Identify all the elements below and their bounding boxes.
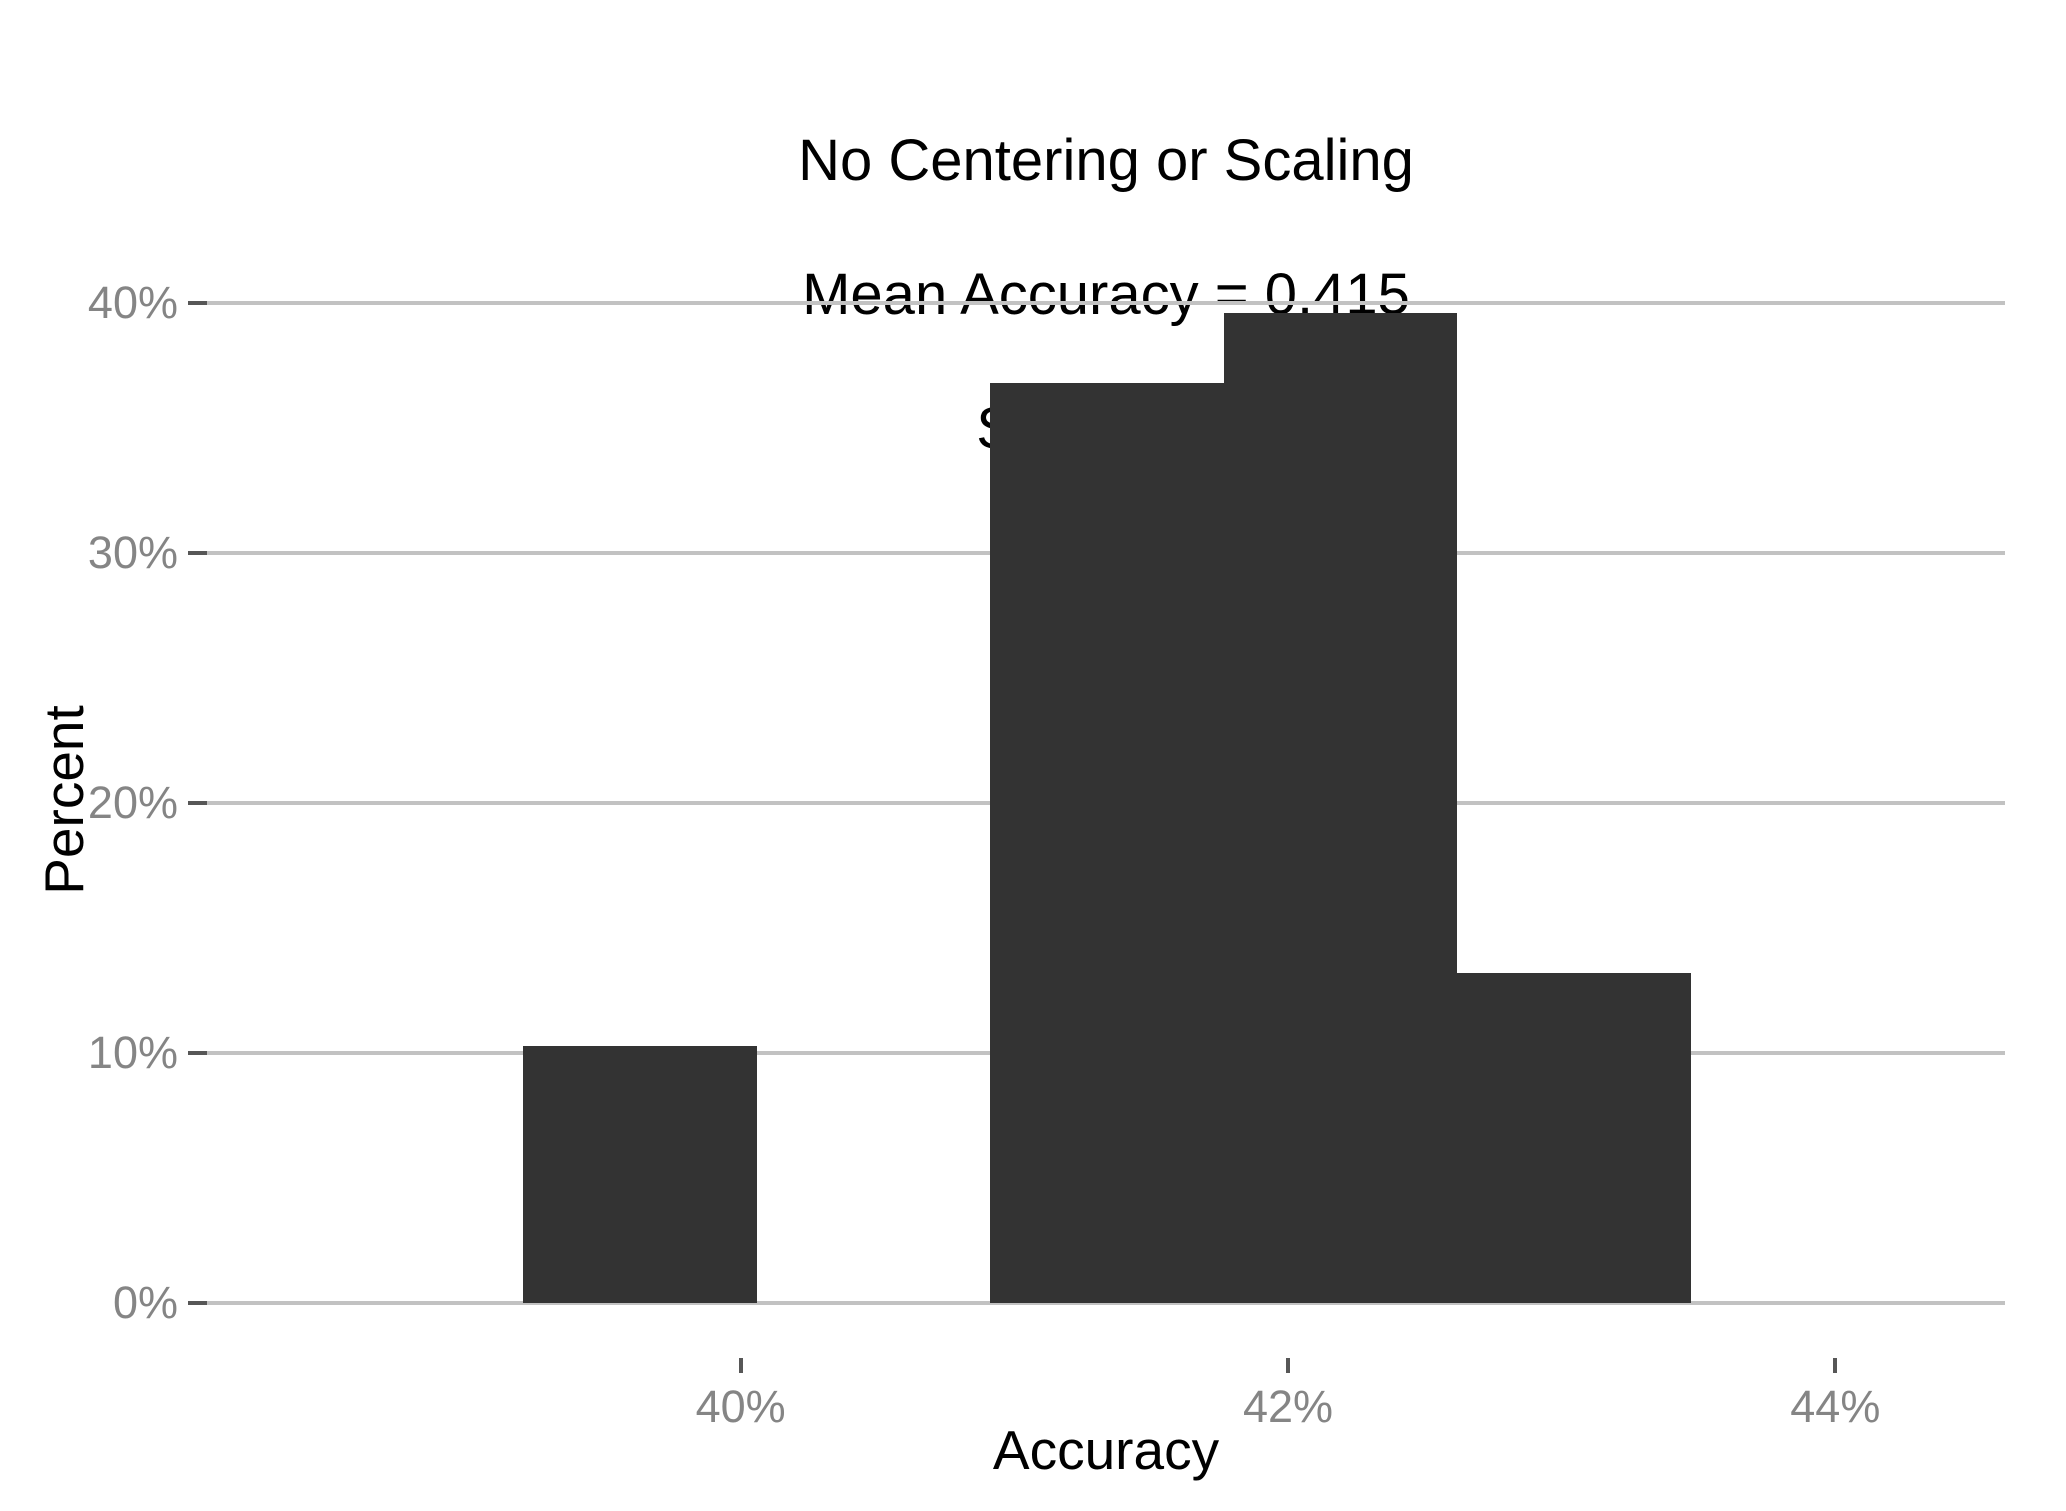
y-gridline-0 — [207, 1301, 2005, 1305]
x-tick-mark-44 — [1833, 1358, 1838, 1373]
y-gridline-40 — [207, 301, 2005, 305]
plot-panel — [207, 263, 2005, 1358]
y-tick-mark-30 — [188, 551, 207, 555]
y-tick-label-20: 20% — [87, 777, 178, 828]
x-tick-mark-42 — [1285, 1358, 1290, 1373]
y-tick-label-10: 10% — [87, 1027, 178, 1078]
y-tick-mark-0 — [188, 1301, 207, 1305]
y-tick-label-40: 40% — [87, 277, 178, 328]
y-tick-label-0: 0% — [112, 1277, 178, 1328]
histogram-bar-1 — [523, 1045, 757, 1303]
x-tick-label-44: 44% — [1790, 1381, 1881, 1432]
y-tick-label-30: 30% — [87, 527, 178, 578]
histogram-bar-5 — [1457, 973, 1691, 1303]
histogram-bar-3 — [990, 383, 1224, 1303]
y-tick-mark-10 — [188, 1051, 207, 1055]
chart-title-line-1: No Centering or Scaling — [798, 128, 1414, 193]
x-axis-title: Accuracy — [992, 1419, 1220, 1481]
y-tick-mark-40 — [188, 301, 207, 305]
y-tick-mark-20 — [188, 801, 207, 805]
histogram-bar-4 — [1223, 313, 1458, 1303]
x-tick-label-42: 42% — [1242, 1381, 1334, 1432]
x-tick-mark-40 — [738, 1358, 743, 1373]
x-tick-label-40: 40% — [695, 1381, 786, 1432]
